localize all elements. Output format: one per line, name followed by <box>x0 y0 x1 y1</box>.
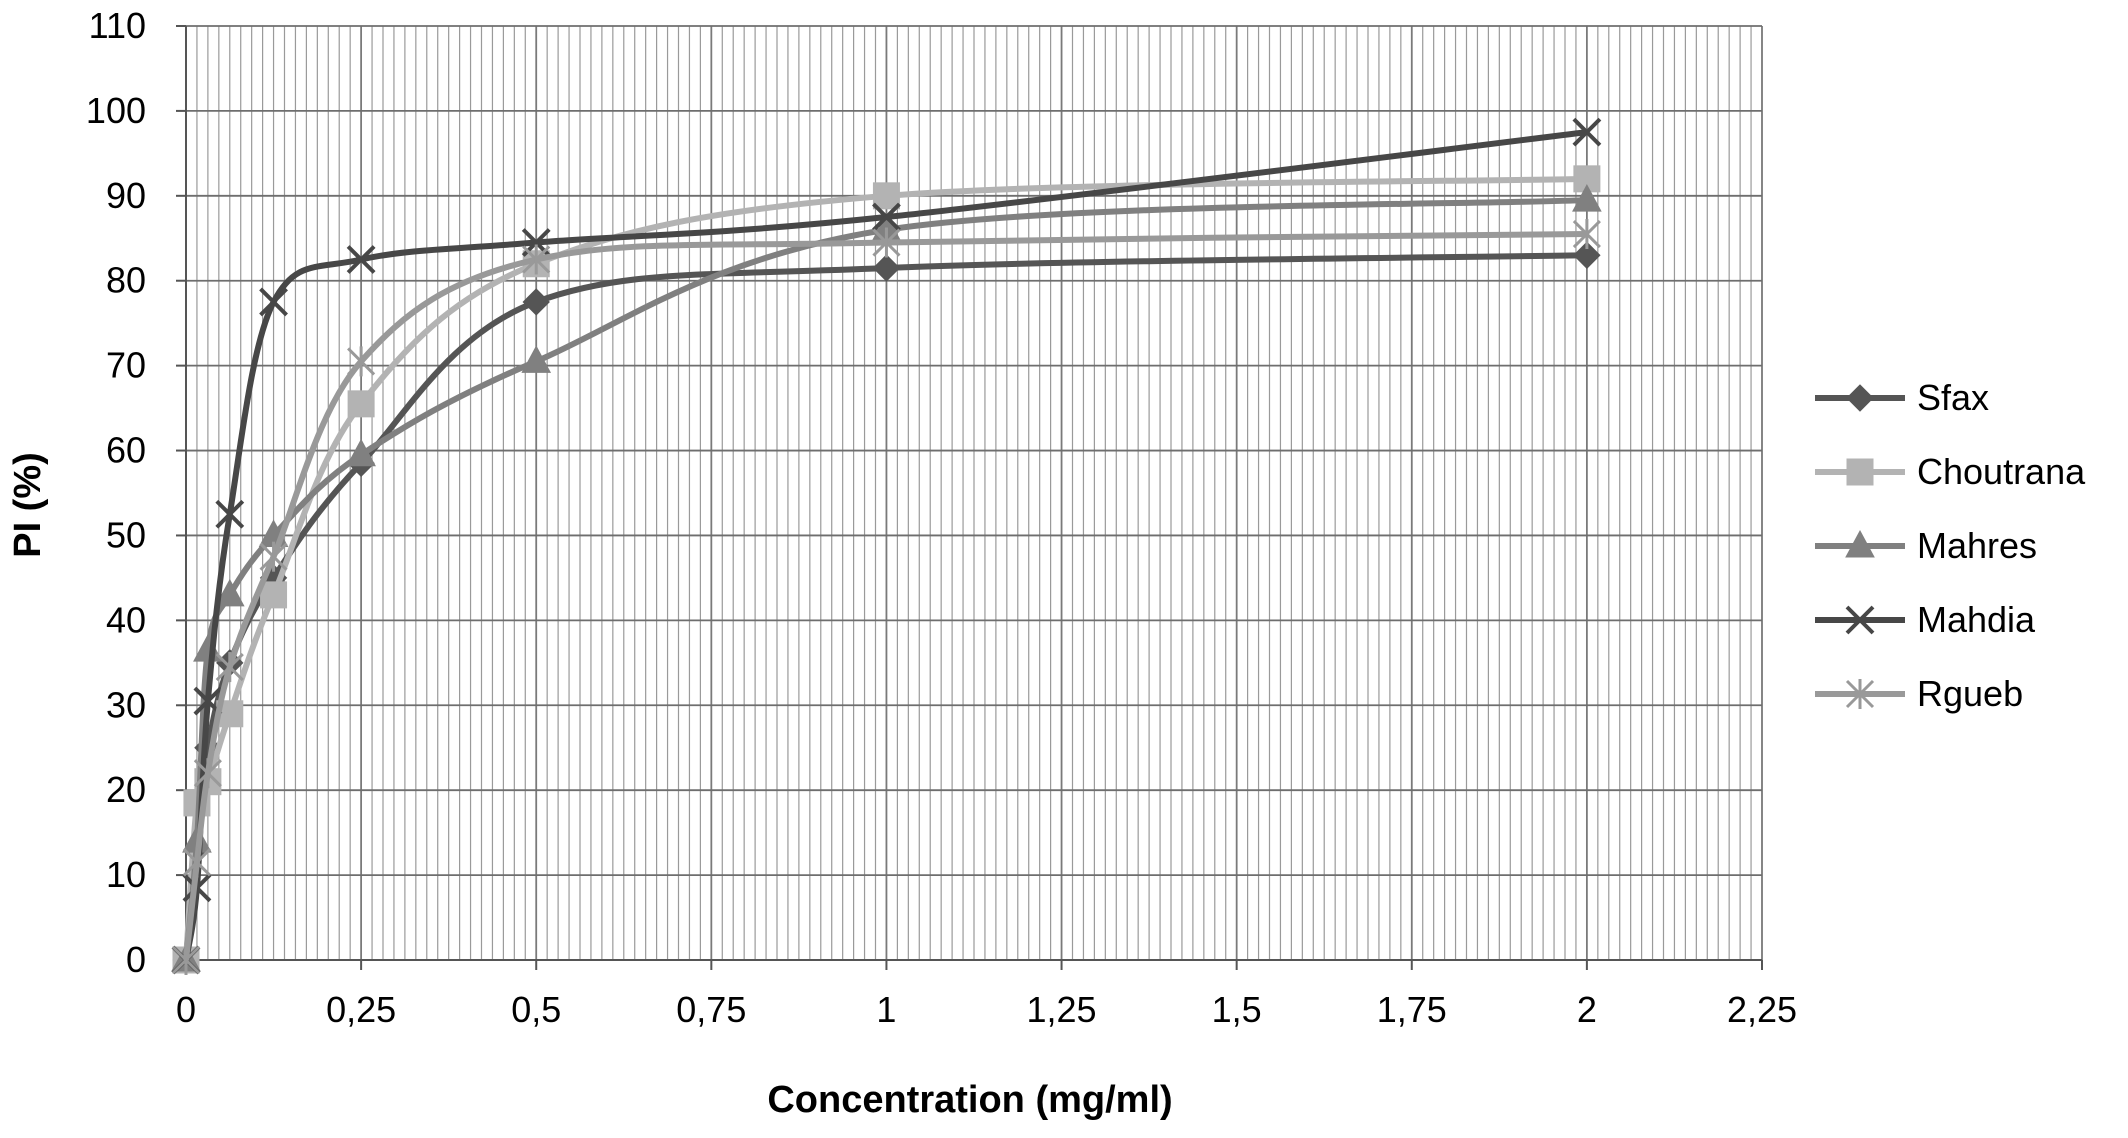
data-point <box>259 541 288 572</box>
legend-item-rgueb: Rgueb <box>1815 673 2023 714</box>
legend-label: Mahres <box>1917 525 2037 566</box>
series-line <box>183 129 1588 961</box>
y-tick-label: 60 <box>106 430 146 471</box>
x-tick-label: 1,75 <box>1377 989 1447 1030</box>
legend-item-sfax: Sfax <box>1815 377 1989 418</box>
y-axis-title: PI (%) <box>7 452 49 558</box>
data-point <box>346 438 376 467</box>
x-tick-label: 1 <box>876 989 896 1030</box>
y-tick-label: 110 <box>89 5 146 46</box>
grid <box>185 25 1763 961</box>
x-tick-label: 1,25 <box>1027 989 1097 1030</box>
x-axis-title: Concentration (mg/ml) <box>767 1079 1172 1121</box>
data-point <box>193 634 223 662</box>
y-tick-label: 10 <box>106 854 146 895</box>
data-point <box>872 202 901 232</box>
data-point <box>260 581 288 609</box>
data-point <box>347 346 376 377</box>
marker-stroke <box>346 245 376 274</box>
data-point <box>347 390 375 418</box>
data-point <box>1572 117 1602 147</box>
legend-item-mahres: Mahres <box>1815 525 2037 566</box>
data-point <box>522 244 551 275</box>
marker-stroke <box>1845 605 1875 635</box>
legend-marker <box>1846 384 1874 412</box>
marker-stroke <box>193 686 223 716</box>
legend-marker <box>1846 458 1874 486</box>
y-tick-label: 30 <box>106 684 146 725</box>
marker-stroke <box>259 287 288 317</box>
y-tick-label: 40 <box>106 599 146 640</box>
x-tick-label: 0,75 <box>676 989 746 1030</box>
data-point <box>346 245 376 274</box>
data-point <box>259 287 288 317</box>
data-point <box>872 182 900 210</box>
axes: 0 10 20 30 40 50 60 70 80 90 100 110 0 0,25 0,5 0,75 1 1,… <box>86 5 1797 1030</box>
data-point <box>872 227 901 258</box>
x-tick-label: 2,25 <box>1727 989 1797 1030</box>
series-rgueb <box>171 219 1601 975</box>
y-tick-label: 0 <box>126 939 146 980</box>
legend-item-choutrana: Choutrana <box>1815 451 2086 492</box>
data-point <box>1573 241 1601 269</box>
x-tick-label: 1,5 <box>1212 989 1262 1030</box>
y-tick-label: 100 <box>86 90 146 131</box>
data-point <box>872 254 901 282</box>
data-point <box>214 578 245 607</box>
x-tick-label: 0 <box>176 989 196 1030</box>
legend-item-mahdia: Mahdia <box>1815 599 2036 640</box>
y-tick-label: 80 <box>106 260 146 301</box>
y-tick-label: 70 <box>106 345 146 386</box>
data-point <box>182 847 212 878</box>
marker-stroke <box>215 499 245 529</box>
legend: Sfax Choutrana Mahres Mahdia Rgueb <box>1815 377 2086 714</box>
legend-label: Choutrana <box>1917 451 2086 492</box>
data-point <box>193 758 222 789</box>
data-point <box>1572 184 1602 212</box>
x-tick-label: 2 <box>1577 989 1597 1030</box>
data-point <box>215 652 244 683</box>
legend-marker <box>1845 605 1875 635</box>
y-tick-label: 50 <box>106 514 146 555</box>
marker-stroke <box>1572 117 1602 147</box>
series-layer <box>171 117 1602 975</box>
x-tick-label: 0,25 <box>326 989 396 1030</box>
marker-stroke <box>872 202 901 232</box>
data-point <box>171 945 201 975</box>
data-point <box>1572 219 1601 250</box>
legend-marker <box>1845 529 1875 558</box>
series-line <box>183 197 1588 961</box>
legend-label: Rgueb <box>1917 673 2023 714</box>
x-tick-label: 0,5 <box>511 989 561 1030</box>
legend-label: Sfax <box>1917 377 1989 418</box>
legend-marker <box>1845 679 1875 709</box>
y-tick-label: 20 <box>106 769 146 810</box>
data-point <box>521 345 552 373</box>
data-point <box>215 499 245 529</box>
data-point <box>522 288 550 316</box>
y-tick-label: 90 <box>106 175 146 216</box>
legend-label: Mahdia <box>1917 599 2036 640</box>
